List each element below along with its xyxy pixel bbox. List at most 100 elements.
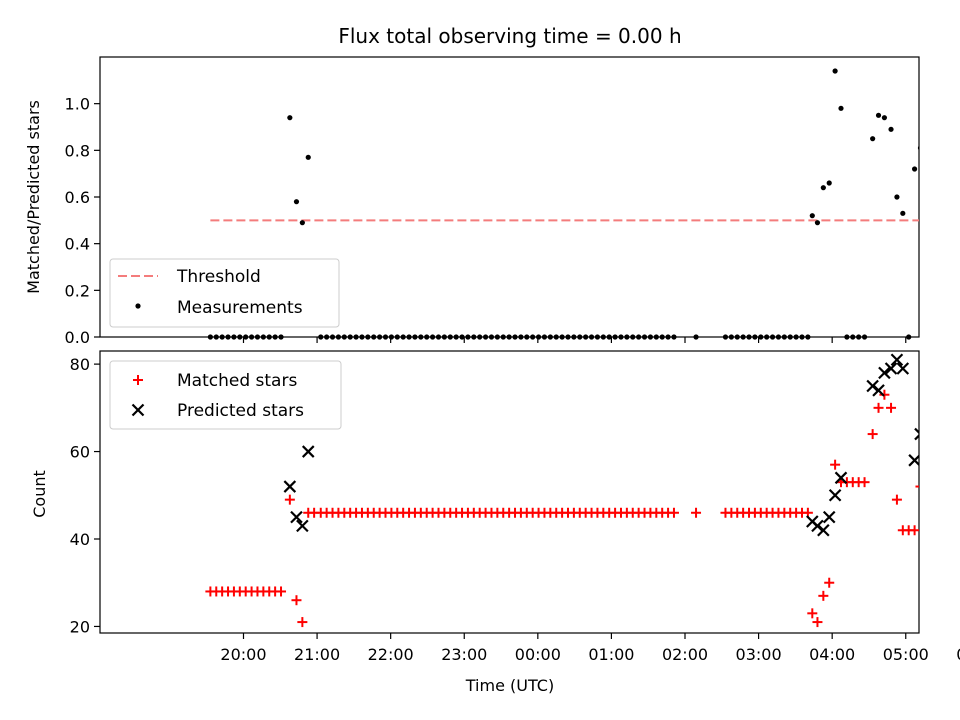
measurement-point xyxy=(471,334,477,340)
matched-star-point xyxy=(923,482,933,492)
measurement-point xyxy=(826,180,832,186)
x-tick-label: 05:00 xyxy=(883,645,929,664)
measurement-point xyxy=(781,334,787,340)
measurement-point xyxy=(394,334,400,340)
measurement-point xyxy=(400,334,406,340)
measurement-point xyxy=(231,334,237,340)
measurement-point xyxy=(618,334,624,340)
matched-star-point xyxy=(297,617,308,628)
matched-star-point xyxy=(949,482,959,492)
matched-star-point xyxy=(873,402,884,413)
measurement-point xyxy=(894,194,900,200)
predicted-star-point xyxy=(822,510,836,524)
measurement-point xyxy=(324,334,330,340)
x-b xyxy=(296,519,309,533)
measurement-point xyxy=(293,199,300,205)
measurement-point xyxy=(213,334,219,340)
measurement-point xyxy=(856,334,862,340)
predicted-star-point xyxy=(878,366,891,380)
matched-star-point xyxy=(929,482,939,492)
measurement-point xyxy=(746,334,752,340)
measurement-point xyxy=(606,334,612,340)
measurement-point xyxy=(793,334,799,340)
predicted-star-point xyxy=(817,523,830,537)
y-tick-label: 20 xyxy=(70,617,90,636)
measurement-point xyxy=(465,334,471,340)
measurement-point xyxy=(406,334,412,340)
measurement-point xyxy=(260,334,266,340)
measurement-point xyxy=(347,334,353,340)
matched-star-point xyxy=(824,577,835,588)
x-b xyxy=(914,433,919,441)
y-tick-label: 40 xyxy=(70,530,90,549)
measurement-point xyxy=(559,334,565,340)
measurement-point xyxy=(377,334,383,340)
measurement-point xyxy=(453,334,459,340)
measurement-point xyxy=(809,213,815,219)
measurement-point xyxy=(530,334,536,340)
y-tick-label: 0.0 xyxy=(65,328,90,347)
legend-box xyxy=(109,258,340,328)
legend-threshold-label: Threshold xyxy=(176,267,261,287)
predicted-star-point xyxy=(908,454,919,467)
measurement-point xyxy=(299,220,305,226)
measurement-point xyxy=(388,334,394,340)
measurement-point xyxy=(888,126,894,132)
legend-measurements-swatch xyxy=(135,303,141,309)
measurement-point xyxy=(248,334,255,340)
predicted-star-point xyxy=(890,353,904,367)
x-tick-label: 20:00 xyxy=(220,645,266,664)
measurement-point xyxy=(287,115,293,121)
measurement-point xyxy=(583,334,589,340)
measurement-point xyxy=(494,334,500,340)
measurement-point xyxy=(219,334,225,340)
measurement-point xyxy=(435,334,442,340)
measurement-point xyxy=(844,334,850,340)
measurement-point xyxy=(764,334,770,340)
measurement-point xyxy=(624,334,630,340)
top-y-axis-label: Matched/Predicted stars xyxy=(24,100,43,294)
matched-star-point xyxy=(909,525,919,536)
matched-star-point xyxy=(291,595,302,606)
measurement-point xyxy=(814,220,821,226)
x-tick-label: 04:00 xyxy=(809,645,855,664)
x-b xyxy=(290,510,303,524)
measurement-point xyxy=(565,334,571,340)
y-tick-label: 1.0 xyxy=(65,95,90,114)
predicted-star-point xyxy=(914,427,919,441)
measurement-point xyxy=(722,334,729,340)
measurement-point xyxy=(318,334,324,340)
measurement-point xyxy=(329,334,336,340)
y-tick-label: 0.2 xyxy=(65,281,90,300)
matched-star-point xyxy=(935,482,945,492)
measurement-point xyxy=(272,334,278,340)
measurement-point xyxy=(430,334,436,340)
x-b xyxy=(817,523,830,537)
measurement-point xyxy=(636,334,642,340)
measurement-point xyxy=(600,334,606,340)
measurement-point xyxy=(787,334,793,340)
measurement-point xyxy=(447,334,453,340)
predicted-star-point xyxy=(296,519,309,533)
x-axis-label: Time (UTC) xyxy=(465,676,554,695)
x-b xyxy=(890,353,904,367)
x-b xyxy=(878,366,891,380)
matched-star-point xyxy=(830,459,841,470)
measurement-point xyxy=(535,334,542,340)
x-b xyxy=(884,362,898,375)
measurement-point xyxy=(925,334,930,339)
y-tick-label: 0.6 xyxy=(65,188,90,207)
x-a xyxy=(914,427,919,435)
matched-star-point xyxy=(818,590,829,601)
measurement-point xyxy=(353,334,359,340)
x-tick-label: 00:00 xyxy=(515,645,561,664)
bottom-y-axis-label: Count xyxy=(30,470,49,518)
measurement-point xyxy=(524,334,530,340)
measurement-point xyxy=(424,334,430,340)
measurement-point xyxy=(243,334,249,340)
measurement-point xyxy=(775,334,782,340)
measurement-point xyxy=(412,334,418,340)
measurement-point xyxy=(752,334,758,340)
